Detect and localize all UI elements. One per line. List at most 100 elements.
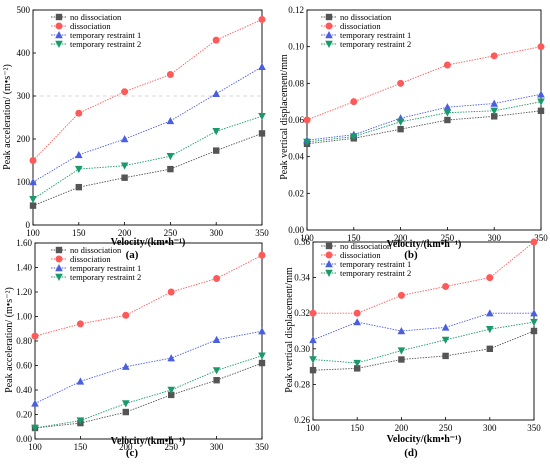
data-point — [212, 335, 221, 343]
data-point — [76, 377, 85, 385]
data-point — [75, 165, 83, 174]
series-4 — [303, 98, 545, 146]
data-point — [350, 98, 358, 106]
x-tick-label: 350 — [255, 442, 269, 452]
data-point — [122, 311, 130, 319]
legend-label: dissociation — [340, 21, 381, 31]
y-tick-label: 0.08 — [288, 78, 304, 88]
data-point — [75, 109, 83, 117]
data-point — [490, 52, 498, 60]
series-line — [34, 362, 263, 429]
series-line — [34, 330, 263, 404]
legend-marker — [325, 260, 333, 268]
x-tick-label: 100 — [300, 233, 314, 243]
data-point — [303, 116, 311, 124]
chart-panel-3: 0.00 0.20 0.40 0.60 0.80 1.00 1.20 1.40 1.60 100 1… — [4, 238, 269, 459]
data-point — [120, 162, 129, 170]
data-point — [530, 238, 538, 246]
x-tick-label: 350 — [255, 228, 269, 238]
data-point — [530, 318, 538, 327]
y-axis-label: Peak vertical displacement/mm — [279, 54, 290, 180]
legend-marker — [55, 40, 63, 48]
x-axis-label: Velocity/(km•h⁻¹) — [387, 434, 462, 445]
data-point — [258, 352, 266, 360]
y-tick-label: 0.02 — [288, 188, 304, 198]
data-point — [258, 359, 266, 367]
x-tick-label: 150 — [72, 228, 86, 238]
y-tick-label: 0.40 — [16, 385, 32, 395]
data-point — [122, 400, 130, 408]
data-point — [442, 283, 450, 290]
x-tick-label: 250 — [439, 423, 453, 433]
legend-label: temporary restraint 1 — [70, 263, 141, 273]
legend-marker — [325, 269, 333, 277]
data-point — [120, 135, 129, 143]
data-point — [258, 15, 266, 23]
data-point — [397, 347, 406, 355]
x-tick-label: 150 — [347, 233, 361, 243]
x-tick-label: 300 — [487, 233, 501, 243]
y-tick-label: 300 — [17, 91, 31, 101]
x-tick-label: 300 — [483, 423, 497, 433]
x-tick-label: 150 — [350, 423, 364, 433]
y-tick-label: 1.00 — [16, 312, 32, 322]
series-line — [312, 312, 534, 341]
data-point — [350, 133, 358, 141]
data-point — [258, 62, 266, 70]
series-3 — [29, 62, 266, 186]
legend-marker — [55, 246, 63, 254]
data-point — [29, 157, 37, 164]
series-2 — [31, 251, 266, 340]
y-tick-label: 0.06 — [288, 115, 304, 125]
chart-panel-2: 0.00 0.02 0.04 0.06 0.08 0.10 0.12 100 150 200 250… — [279, 5, 548, 261]
y-tick-label: 0.34 — [294, 273, 310, 283]
series-4 — [31, 352, 266, 432]
y-tick-label: 0.10 — [288, 42, 304, 52]
series-3 — [31, 327, 266, 407]
y-tick-label: 0.36 — [294, 237, 310, 247]
data-point — [486, 345, 493, 352]
x-tick-label: 350 — [534, 233, 548, 243]
legend-label: no dissociation — [340, 241, 392, 251]
data-point — [353, 359, 361, 368]
data-point — [75, 150, 83, 159]
panel-label: (b) — [404, 249, 418, 261]
legend-label: temporary restraint 1 — [340, 259, 411, 269]
chart-panel-4: 0.26 0.28 0.30 0.32 0.34 0.36 100 150 200 250 300 3… — [284, 237, 541, 459]
data-point — [441, 336, 450, 344]
y-tick-label: 100 — [17, 177, 31, 187]
data-point — [444, 116, 451, 124]
plot-frame — [32, 9, 263, 226]
data-point — [31, 399, 39, 407]
panel-label: (d) — [404, 447, 418, 459]
legend-marker — [55, 273, 63, 281]
x-tick-label: 200 — [395, 423, 409, 433]
data-point — [309, 356, 317, 364]
y-tick-label: 0.00 — [16, 434, 32, 444]
x-tick-label: 300 — [209, 228, 223, 238]
legend-marker — [325, 13, 333, 21]
legend-marker — [325, 242, 333, 250]
legend-label: dissociation — [70, 21, 111, 31]
data-point — [486, 309, 494, 317]
data-point — [213, 147, 220, 154]
data-point — [121, 88, 129, 96]
data-point — [258, 130, 266, 137]
series-line — [306, 110, 542, 145]
x-tick-label: 350 — [527, 423, 541, 433]
legend-label: no dissociation — [340, 12, 392, 22]
series-line — [312, 330, 535, 371]
legend-label: dissociation — [340, 250, 381, 260]
data-point — [29, 196, 37, 204]
data-point — [258, 251, 266, 259]
series-2 — [29, 15, 266, 164]
legend-label: temporary restraint 2 — [70, 272, 141, 282]
data-point — [75, 183, 82, 191]
data-point — [31, 424, 39, 432]
y-tick-label: 0.20 — [16, 410, 32, 420]
x-tick-label: 100 — [28, 442, 42, 452]
legend-marker — [55, 31, 63, 39]
x-tick-label: 200 — [394, 233, 408, 243]
x-tick-label: 100 — [26, 228, 40, 238]
